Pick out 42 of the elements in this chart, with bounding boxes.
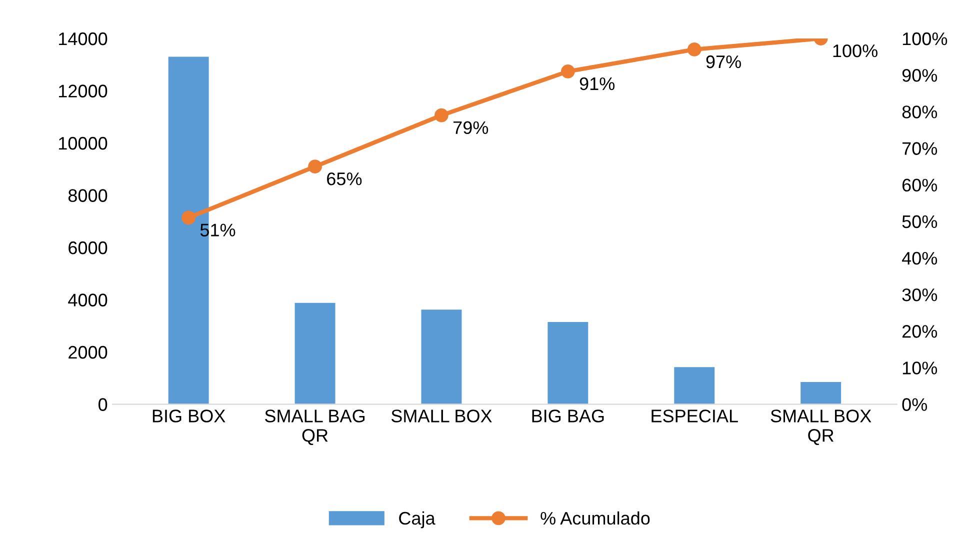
- legend-label: Caja: [399, 511, 436, 528]
- y2-tick-label: 20%: [902, 325, 938, 338]
- y-tick-label: 12000: [59, 84, 108, 98]
- y2-tick-label: 100%: [902, 32, 948, 46]
- bar: [421, 310, 462, 404]
- y-tick-label: 8000: [68, 189, 108, 202]
- data-label: 91%: [580, 77, 615, 90]
- y2-tick-label: 0%: [902, 398, 928, 411]
- y-tick-label: 4000: [68, 294, 108, 306]
- point: [434, 108, 448, 122]
- y-tick-label: 10000: [59, 136, 108, 150]
- legend-label: % Acumulado: [540, 511, 650, 525]
- y-tick-label: 14000: [59, 32, 108, 46]
- y2-tick-label: 60%: [902, 178, 938, 192]
- bar: [294, 302, 336, 404]
- bar: [800, 382, 842, 404]
- x-tick-label: SMALL BOX QR: [770, 410, 872, 446]
- y2-tick-label: 80%: [902, 106, 938, 118]
- y-tick-label: 0: [98, 398, 108, 411]
- y2-tick-label: 30%: [902, 288, 938, 302]
- x-tick-label: BIG BOX: [152, 410, 226, 422]
- bar: [548, 322, 588, 404]
- y2-tick-label: 10%: [902, 362, 938, 374]
- data-label: 100%: [833, 44, 878, 58]
- data-label: 97%: [706, 55, 741, 68]
- data-label: 79%: [454, 121, 488, 134]
- x-tick-label: ESPECIAL: [652, 410, 738, 422]
- x-tick-label: SMALL BOX: [391, 410, 492, 422]
- x-tick-label: BIG BAG: [532, 410, 604, 422]
- data-label: 65%: [327, 172, 362, 186]
- point: [308, 160, 322, 174]
- point: [182, 210, 196, 225]
- y-tick-label: 2000: [68, 346, 108, 359]
- y2-tick-label: 40%: [902, 252, 938, 265]
- bar: [674, 367, 715, 404]
- y2-tick-label: 90%: [902, 69, 938, 82]
- y2-tick-label: 50%: [902, 215, 938, 228]
- point: [687, 42, 702, 56]
- x-tick-label: SMALL BAG QR: [265, 410, 365, 446]
- point: [560, 64, 575, 78]
- y2-tick-label: 70%: [902, 142, 938, 155]
- y-tick-label: 6000: [68, 241, 108, 254]
